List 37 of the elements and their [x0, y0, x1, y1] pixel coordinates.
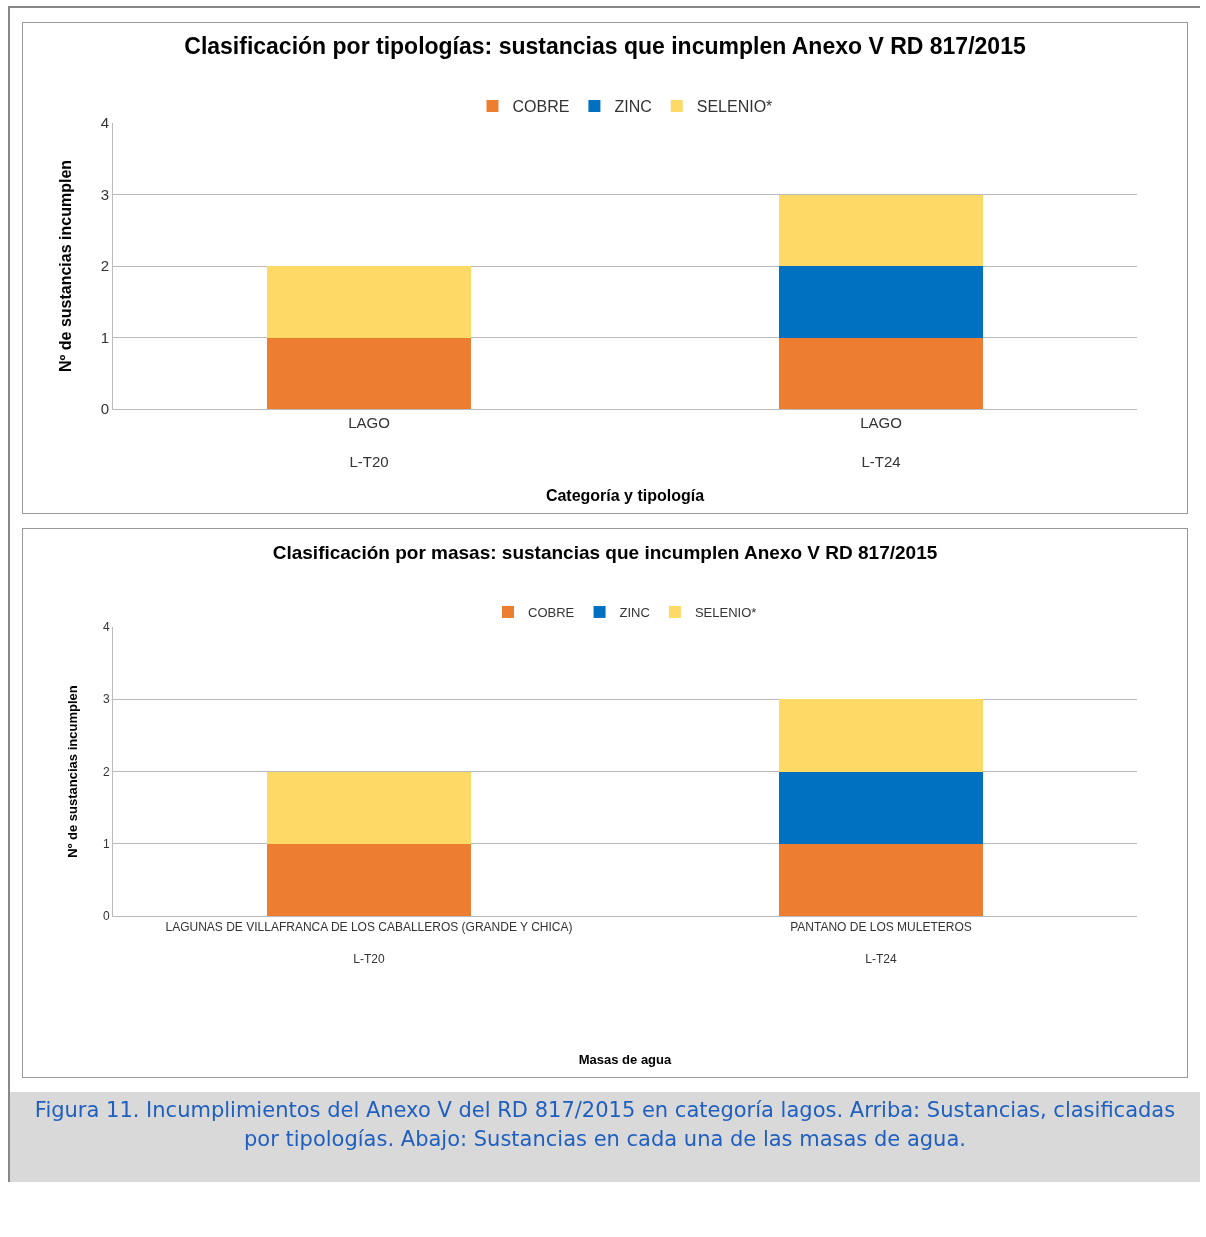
bar	[266, 771, 472, 844]
legend-label: COBRE	[528, 605, 575, 621]
y-tick-label: 0	[100, 400, 109, 418]
y-tick-label: 0	[102, 909, 110, 924]
x-axis-title: Masas de agua	[578, 1052, 673, 1068]
legend-label: SELENIO*	[694, 605, 757, 621]
y-axis-title: Nº de sustancias incumplen	[65, 685, 80, 858]
category-label: LAGO L-T20	[348, 414, 390, 470]
y-tick-label: 4	[100, 114, 109, 132]
y-tick-label: 1	[100, 328, 109, 346]
y-tick-label: 4	[102, 620, 110, 635]
y-tick-label: 3	[102, 692, 110, 707]
chart-title: Clasificación por masas: sustancias que incumplen Anexo V RD 817/2015	[272, 541, 938, 563]
x-axis-title: Categoría y tipología	[545, 486, 705, 504]
bar	[266, 843, 472, 916]
bar	[778, 194, 984, 266]
legend-label: COBRE	[512, 98, 570, 116]
y-tick-label: 3	[100, 185, 109, 203]
text: Figura 11. Incumplimientos del Anexo V del RD 817/2015 en categoría lagos. Arriba: Sustancias, clasificadas por tipologías. Abajo: Sustancias en cada una de las masas de agua.	[10, 1092, 1200, 1182]
y-axis-title: Nº de sustancias incumplen	[57, 159, 74, 373]
y-tick-label: 2	[102, 764, 110, 779]
bar	[778, 771, 984, 844]
legend-label: ZINC	[619, 605, 650, 621]
bar	[778, 699, 984, 772]
chart-title: Clasificación por tipologías: sustancias que incumplen Anexo V RD 817/2015	[184, 32, 1026, 59]
legend-label: SELENIO*	[696, 98, 773, 116]
legend-label: ZINC	[614, 98, 652, 116]
category-label: PANTANO DE LOS MULETEROS L-T24	[790, 920, 972, 966]
y-tick-label: 2	[100, 257, 109, 275]
category-label: LAGUNAS DE VILLAFRANCA DE LOS CABALLEROS (GRANDE Y CHICA) L-T20	[165, 920, 573, 966]
category-label: LAGO L-T24	[860, 414, 902, 470]
bar	[778, 337, 984, 409]
bar	[266, 266, 472, 338]
y-tick-label: 1	[102, 836, 110, 851]
bar	[266, 337, 472, 409]
bar	[778, 843, 984, 916]
bar	[778, 266, 984, 338]
